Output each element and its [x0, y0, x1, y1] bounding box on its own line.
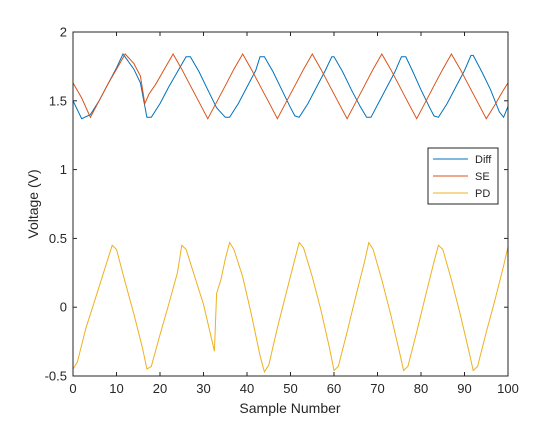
legend-label-diff: Diff	[475, 154, 492, 166]
x-tick-label: 50	[283, 381, 297, 396]
plot-series-layer	[72, 52, 509, 374]
y-tick-label: 0	[60, 300, 67, 315]
x-tick-label: 40	[240, 381, 254, 396]
x-tick-label: 0	[69, 381, 76, 396]
plot-axes-layer: 0 10 20 30 40 50 60 70 80 90 100-0.500.511.52	[45, 25, 519, 397]
x-tick-label: 80	[414, 381, 428, 396]
legend-label-pd: PD	[475, 188, 490, 200]
x-tick-label: 20	[153, 381, 167, 396]
y-tick-label: 1.5	[49, 93, 67, 108]
y-tick-label: 0.5	[49, 231, 67, 246]
y-tick-label: 2	[60, 25, 67, 40]
series-line-se	[72, 52, 509, 120]
y-tick-label: -0.5	[45, 369, 67, 384]
x-tick-label: 10	[109, 381, 123, 396]
x-tick-label: 30	[196, 381, 210, 396]
y-tick-label: 1	[60, 162, 67, 177]
legend-label-se: SE	[475, 171, 490, 183]
series-line-diff	[72, 53, 509, 120]
x-tick-label: 100	[497, 381, 519, 396]
series-line-pd	[72, 241, 509, 374]
x-tick-label: 70	[370, 381, 384, 396]
x-tick-label: 60	[327, 381, 341, 396]
y-axis-label: Voltage (V)	[25, 169, 41, 238]
x-tick-label: 90	[457, 381, 471, 396]
x-axis-label: Sample Number	[239, 400, 340, 416]
legend: Diff SE PD	[427, 147, 499, 205]
